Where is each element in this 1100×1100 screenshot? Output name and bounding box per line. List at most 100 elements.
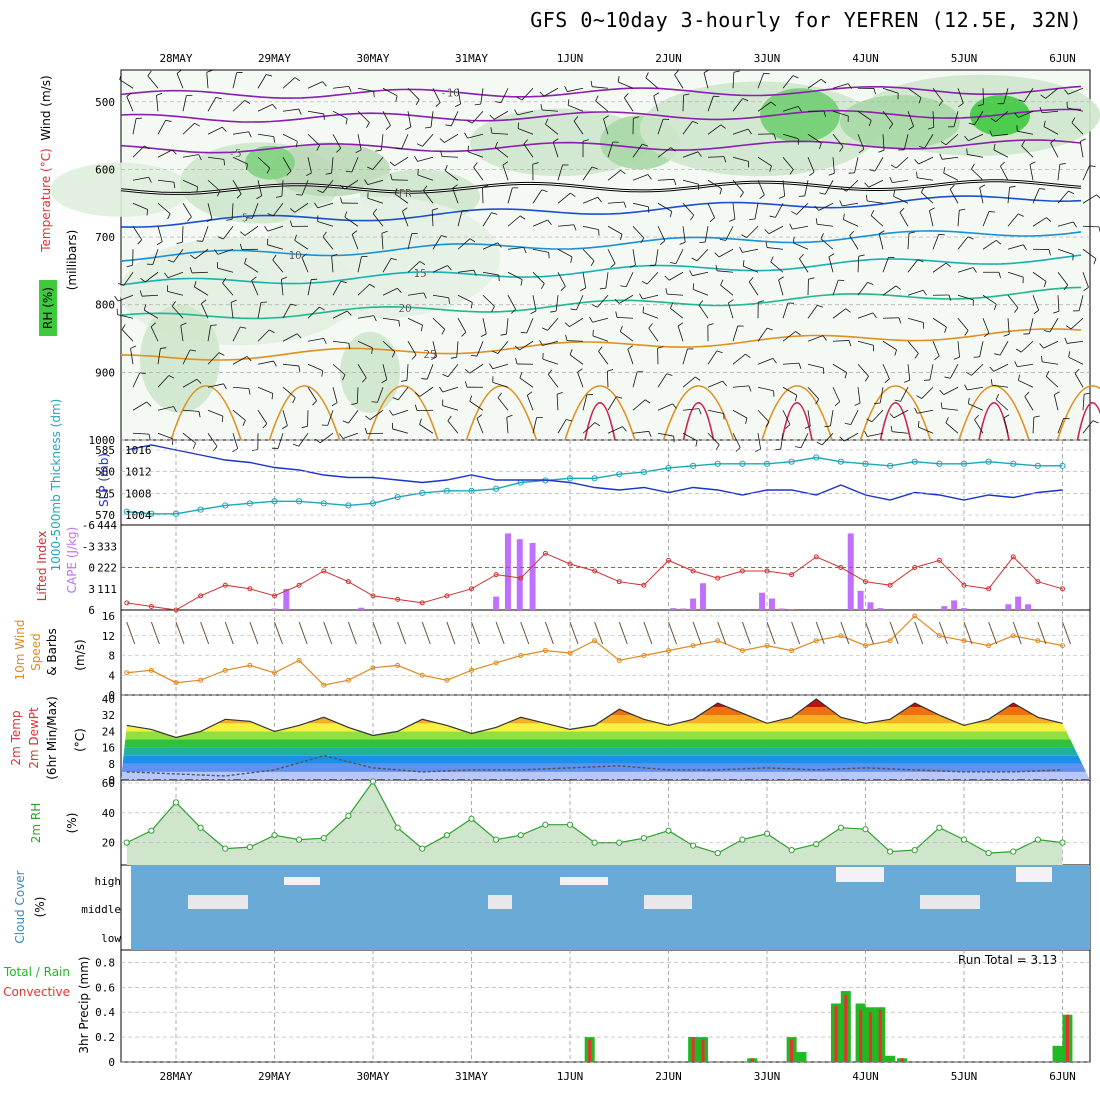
lifted-index-point [469,586,474,592]
upper-wind-barb [207,383,224,388]
wind-speed-point [247,662,253,668]
upper-wind-barb [482,212,492,227]
wind-barb [520,621,530,645]
upper-wind-barb [277,433,284,449]
wind-speed-point [296,657,302,663]
upper-wind-barb-flag [745,417,748,424]
wind-speed-point [222,667,228,673]
upper-wind-barb [457,294,473,303]
upper-wind-barb [471,110,484,124]
upper-wind-barb-flag [176,69,183,74]
upper-wind-barb [957,317,969,331]
upper-wind-barb [780,433,784,450]
upper-wind-barb [982,211,990,227]
upper-wind-barb [307,363,323,372]
upper-wind-barb-flag [1014,361,1018,367]
lifted-index-point [518,575,524,581]
upper-wind-barb-flag [804,425,811,429]
upper-wind-barb-flag [515,358,518,365]
wind-speed-point [961,638,967,644]
upper-wind-barb [949,189,959,204]
upper-wind-barb-flag [269,329,275,334]
upper-wind-barb [757,101,772,112]
rh-point [665,827,672,834]
upper-wind-barb-flag [607,369,614,372]
upper-wind-barb-flag [889,176,893,183]
upper-wind-barb-flag [739,246,743,253]
temp-tick: 0 [108,774,115,787]
upper-wind-barb [407,292,424,296]
upper-wind-barb-flag [294,234,297,241]
upper-wind-barb [482,187,484,204]
pressure-tick: 1000 [89,434,116,447]
upper-wind-barb-flag [130,345,137,349]
upper-wind-barb [657,373,667,388]
wind-barb [150,621,160,645]
upper-wind-barb-flag [1018,213,1024,217]
upper-wind-barb [407,317,423,326]
rh-point [690,842,697,849]
upper-wind-barb-flag [439,386,444,393]
upper-wind-barb-flag [868,120,872,127]
upper-wind-barb-flag [148,434,151,441]
wind-barb [421,621,431,645]
upper-wind-barb [821,432,834,446]
upper-wind-barb [1007,271,1024,278]
cloud-level-label: middle [81,903,121,916]
wind-barb [840,621,850,645]
upper-wind-barb [441,156,459,158]
upper-wind-barb [667,293,684,296]
pressure-tick: 500 [95,96,115,109]
upper-wind-barb [619,331,634,342]
upper-wind-barb [182,179,198,188]
temp-tick: 8 [108,758,115,771]
upper-wind-barb [526,318,534,334]
upper-wind-barb [502,164,509,181]
cape-bar [759,592,766,610]
upper-wind-barb-flag [929,207,935,212]
upper-wind-barb [495,147,509,158]
upper-wind-barb [696,248,709,262]
cloud-mid-cell [968,895,980,909]
upper-wind-barb-flag [865,194,868,202]
rh-point [345,812,352,819]
pressure-tick: 700 [95,231,115,244]
lifted-index-point [863,579,868,585]
upper-wind-barb [692,271,709,277]
upper-wind-barb [469,400,484,411]
upper-wind-barb [1082,225,1100,228]
upper-wind-barb [1082,420,1094,434]
upper-wind-barb [419,424,434,434]
upper-wind-barb-flag [939,153,943,160]
upper-wind-barb [532,248,549,253]
upper-wind-barb-flag [298,108,302,115]
upper-wind-barb [903,134,909,150]
upper-wind-barb-flag [683,93,690,96]
upper-wind-barb-flag [325,172,332,175]
upper-wind-barb [1029,164,1034,181]
upper-wind-barb-flag [1084,392,1091,395]
upper-wind-barb-flag [914,159,919,165]
upper-wind-barb [657,147,671,158]
upper-wind-barb-flag [244,257,247,264]
upper-wind-barb-flag [755,448,761,452]
upper-wind-barb-flag [614,299,620,304]
wind-speed-point [666,648,671,654]
upper-wind-barb [655,249,659,266]
upper-wind-barb-flag [441,328,446,335]
upper-wind-barb-flag [375,149,382,152]
date-label-top: 31MAY [455,52,488,65]
upper-wind-barb-flag [719,188,723,195]
upper-wind-barb [1007,318,1010,335]
upper-wind-barb [467,151,484,158]
upper-wind-barb-flag [294,77,301,82]
cloud-mid-cell [944,895,956,909]
upper-wind-barb-flag [246,217,253,219]
upper-wind-barb [732,325,739,342]
upper-wind-barb-flag [272,254,277,261]
upper-wind-barb [675,249,684,264]
upper-wind-barb [917,409,934,414]
upper-wind-barb [382,258,392,273]
temp-band [121,699,1090,708]
